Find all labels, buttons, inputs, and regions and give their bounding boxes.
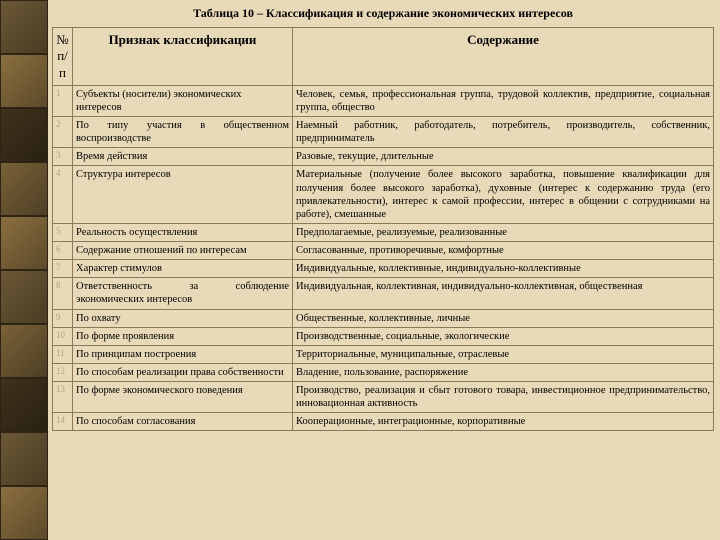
cell-criterion: Структура интересов [73, 166, 293, 224]
table-row: 2По типу участия в общественном воспроиз… [53, 117, 714, 148]
cell-content: Территориальные, муниципальные, отраслев… [293, 345, 714, 363]
cell-content: Производство, реализация и сбыт готового… [293, 382, 714, 413]
cell-criterion: По типу участия в общественном воспроизв… [73, 117, 293, 148]
cell-num: 2 [53, 117, 73, 148]
cell-criterion: Реальность осуществления [73, 223, 293, 241]
cell-criterion: Ответственность за соблюдение экономичес… [73, 278, 293, 309]
cell-criterion: Содержание отношений по интересам [73, 242, 293, 260]
table-caption: Таблица 10 – Классификация и содержание … [52, 6, 714, 21]
cell-num: 14 [53, 413, 73, 431]
cell-num: 3 [53, 148, 73, 166]
cell-num: 11 [53, 345, 73, 363]
table-row: 10По форме проявленияПроизводственные, с… [53, 327, 714, 345]
table-row: 11По принципам построенияТерриториальные… [53, 345, 714, 363]
cell-content: Индивидуальная, коллективная, индивидуал… [293, 278, 714, 309]
cell-content: Владение, пользование, распоряжение [293, 363, 714, 381]
cell-num: 7 [53, 260, 73, 278]
cell-num: 13 [53, 382, 73, 413]
cell-num: 4 [53, 166, 73, 224]
cell-criterion: По способам согласования [73, 413, 293, 431]
cell-num: 6 [53, 242, 73, 260]
cell-num: 9 [53, 309, 73, 327]
classification-table: № п/п Признак классификации Содержание 1… [52, 27, 714, 431]
cell-num: 1 [53, 85, 73, 116]
cell-content: Материальные (получение более высокого з… [293, 166, 714, 224]
page: { "caption":"Таблица 10 – Классификация … [0, 0, 720, 540]
cell-num: 10 [53, 327, 73, 345]
table-row: 9По охватуОбщественные, коллективные, ли… [53, 309, 714, 327]
cell-content: Кооперационные, интеграционные, корпорат… [293, 413, 714, 431]
cell-criterion: По способам реализации права собственнос… [73, 363, 293, 381]
cell-num: 8 [53, 278, 73, 309]
table-row: 6Содержание отношений по интересамСоглас… [53, 242, 714, 260]
cell-criterion: По форме экономического поведения [73, 382, 293, 413]
cell-content: Индивидуальные, коллективные, индивидуал… [293, 260, 714, 278]
table-row: 8Ответственность за соблюдение экономиче… [53, 278, 714, 309]
table-row: 4Структура интересовМатериальные (получе… [53, 166, 714, 224]
cell-criterion: По принципам построения [73, 345, 293, 363]
table-row: 14По способам согласованияКооперационные… [53, 413, 714, 431]
cell-content: Согласованные, противоречивые, комфортны… [293, 242, 714, 260]
header-criterion: Признак классификации [73, 28, 293, 86]
table-row: 12По способам реализации права собственн… [53, 363, 714, 381]
cell-criterion: По охвату [73, 309, 293, 327]
decorative-side-strip [0, 0, 48, 540]
cell-content: Общественные, коллективные, личные [293, 309, 714, 327]
cell-criterion: По форме проявления [73, 327, 293, 345]
header-content: Содержание [293, 28, 714, 86]
table-row: 13По форме экономического поведенияПроиз… [53, 382, 714, 413]
cell-content: Человек, семья, профессиональная группа,… [293, 85, 714, 116]
table-row: 3Время действияРазовые, текущие, длитель… [53, 148, 714, 166]
cell-criterion: Характер стимулов [73, 260, 293, 278]
header-num: № п/п [53, 28, 73, 86]
cell-criterion: Субъекты (носители) экономических интере… [73, 85, 293, 116]
cell-content: Наемный работник, работодатель, потребит… [293, 117, 714, 148]
table-header-row: № п/п Признак классификации Содержание [53, 28, 714, 86]
cell-content: Предполагаемые, реализуемые, реализованн… [293, 223, 714, 241]
cell-criterion: Время действия [73, 148, 293, 166]
table-row: 5Реальность осуществленияПредполагаемые,… [53, 223, 714, 241]
table-row: 1Субъекты (носители) экономических интер… [53, 85, 714, 116]
cell-content: Производственные, социальные, экологичес… [293, 327, 714, 345]
cell-num: 5 [53, 223, 73, 241]
content-area: Таблица 10 – Классификация и содержание … [52, 4, 714, 431]
cell-content: Разовые, текущие, длительные [293, 148, 714, 166]
table-row: 7Характер стимуловИндивидуальные, коллек… [53, 260, 714, 278]
cell-num: 12 [53, 363, 73, 381]
